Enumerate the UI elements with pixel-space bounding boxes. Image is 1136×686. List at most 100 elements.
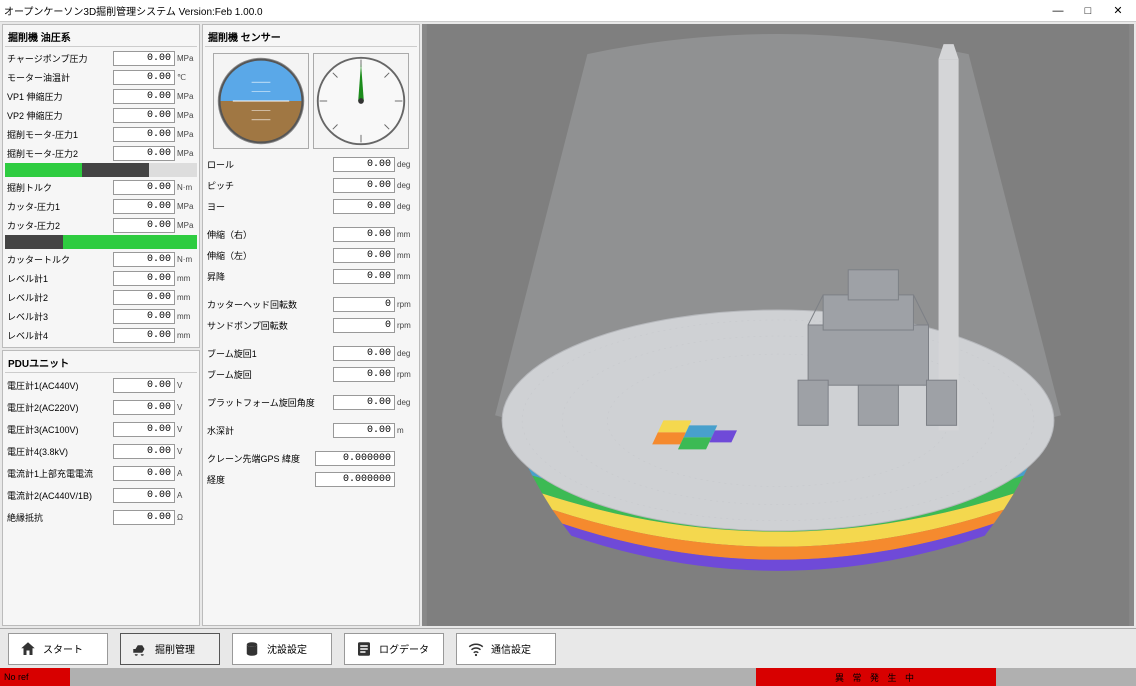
compass-gauge [313,53,409,149]
wifi-icon [467,640,485,658]
value-field: 0.00 [113,488,175,503]
value-row: 電流計2(AC440V/1B)0.00A [5,485,197,506]
window-title: オープンケーソン3D掘削管理システム Version:Feb 1.00.0 [4,3,1044,18]
value-row: VP2 伸縮圧力0.00MPa [5,106,197,124]
value-row: 電圧計4(3.8kV)0.00V [5,441,197,462]
nav-button-label: 掘削管理 [155,641,195,656]
value-row: 電流計1上部充電電流0.00A [5,463,197,484]
value-label: 伸縮（左） [205,249,333,262]
panel-sensor-title: 掘削機 センサー [205,27,417,47]
value-unit: rpm [395,300,417,309]
value-field: 0.00 [333,199,395,214]
value-label: 電圧計1(AC440V) [5,379,113,392]
value-field: 0.00 [113,510,175,525]
maximize-button[interactable]: □ [1074,2,1102,20]
main-area: 掘削機 油圧系 チャージポンプ圧力0.00MPaモーター油温計0.00℃VP1 … [0,22,1136,628]
value-field: 0.00 [113,309,175,324]
value-row: ヨー0.00deg [205,196,417,216]
value-field: 0 [333,297,395,312]
value-field: 0.00 [113,328,175,343]
hydraulic-bar-1 [5,163,197,177]
value-label: レベル計1 [5,272,113,285]
value-row: カッタートルク0.00N·m [5,250,197,268]
value-unit: V [175,425,197,434]
value-unit: MPa [175,149,197,158]
value-row: サンドポンプ回転数0rpm [205,315,417,335]
value-field: 0.00 [333,178,395,193]
value-row: 伸縮（右）0.00mm [205,224,417,244]
attitude-indicator [213,53,309,149]
nav-button-通信設定[interactable]: 通信設定 [456,633,556,665]
panel-hydraulic-title: 掘削機 油圧系 [5,27,197,47]
nav-button-label: スタート [43,641,83,656]
nav-button-label: ログデータ [379,641,429,656]
value-label: 掘削モータ-圧力1 [5,128,113,141]
nav-button-label: 通信設定 [491,641,531,656]
value-field: 0.00 [333,157,395,172]
value-unit: V [175,447,197,456]
log-icon [355,640,373,658]
value-field: 0.00 [113,466,175,481]
value-row: レベル計10.00mm [5,269,197,287]
value-label: 伸縮（右） [205,228,333,241]
value-label: レベル計2 [5,291,113,304]
value-field: 0.00 [333,367,395,382]
mid-column: 掘削機 センサー [202,24,420,626]
value-label: 電圧計3(AC100V) [5,423,113,436]
value-label: 電流計1上部充電電流 [5,467,113,480]
nav-button-沈設設定[interactable]: 沈設設定 [232,633,332,665]
value-unit: MPa [175,221,197,230]
value-label: ピッチ [205,179,333,192]
value-unit: ℃ [175,73,197,82]
value-field: 0.000000 [315,451,395,466]
nav-button-ログデータ[interactable]: ログデータ [344,633,444,665]
value-label: カッターヘッド回転数 [205,298,333,311]
value-label: 掘削モータ-圧力2 [5,147,113,160]
value-row: ロール0.00deg [205,154,417,174]
value-unit: MPa [175,54,197,63]
nav-button-label: 沈設設定 [267,641,307,656]
value-label: レベル計4 [5,329,113,342]
value-unit: N·m [175,183,197,192]
value-unit: Ω [175,513,197,522]
nav-button-スタート[interactable]: スタート [8,633,108,665]
nav-button-掘削管理[interactable]: 掘削管理 [120,633,220,665]
value-row: 掘削トルク0.00N·m [5,178,197,196]
panel-pdu-title: PDUユニット [5,353,197,373]
value-row: カッターヘッド回転数0rpm [205,294,417,314]
value-row: カッタ-圧力10.00MPa [5,197,197,215]
value-label: レベル計3 [5,310,113,323]
value-field: 0.00 [113,127,175,142]
value-label: カッタ-圧力2 [5,219,113,232]
value-unit: A [175,469,197,478]
close-button[interactable]: ✕ [1104,2,1132,20]
value-field: 0.00 [113,422,175,437]
value-unit: deg [395,398,417,407]
3d-viewport[interactable] [422,24,1134,626]
value-field: 0.00 [333,423,395,438]
value-field: 0.00 [333,346,395,361]
value-row: 掘削モータ-圧力10.00MPa [5,125,197,143]
value-label: プラットフォーム旋回角度 [205,396,333,409]
value-field: 0.00 [333,227,395,242]
value-row: 電圧計1(AC440V)0.00V [5,375,197,396]
value-unit: N·m [175,255,197,264]
value-field: 0.00 [113,146,175,161]
bottom-nav: スタート 掘削管理 沈設設定 ログデータ 通信設定 [0,628,1136,668]
value-label: ブーム旋回1 [205,347,333,360]
value-field: 0.00 [113,378,175,393]
value-label: モーター油温計 [5,71,113,84]
value-unit: rpm [395,321,417,330]
value-row: ブーム旋回10.00deg [205,343,417,363]
value-unit: mm [175,312,197,321]
left-column: 掘削機 油圧系 チャージポンプ圧力0.00MPaモーター油温計0.00℃VP1 … [2,24,200,626]
value-row: 掘削モータ-圧力20.00MPa [5,144,197,162]
value-unit: mm [395,230,417,239]
value-unit: m [395,426,417,435]
value-label: 電圧計4(3.8kV) [5,445,113,458]
cylinder-icon [243,640,261,658]
minimize-button[interactable]: — [1044,2,1072,20]
value-row: レベル計40.00mm [5,326,197,344]
value-row: 絶縁抵抗0.00Ω [5,507,197,528]
value-field: 0.00 [333,395,395,410]
